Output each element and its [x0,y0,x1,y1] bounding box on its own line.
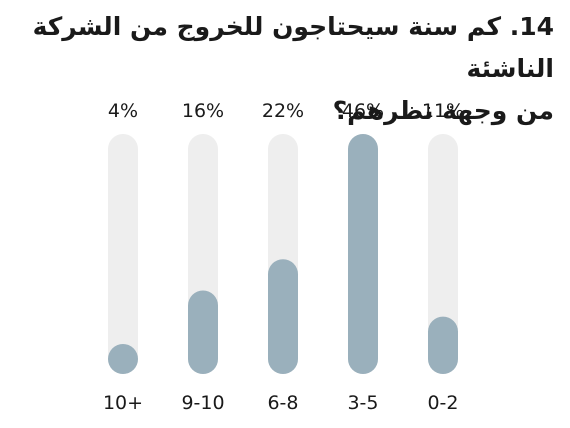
value-label-2: 22% [262,100,304,122]
value-label-3: 46% [342,100,384,122]
bar-1 [188,290,218,374]
bar-3 [348,134,378,374]
value-label-0: 4% [108,100,138,122]
bar-2 [268,259,298,374]
chart-title-line-1: 14. كم سنة سيحتاجون للخروج من الشركة الن… [32,12,554,83]
bar-0 [108,344,138,374]
category-label-0: 10+ [103,392,143,414]
value-label-1: 16% [182,100,224,122]
bar-track-4 [428,134,458,374]
category-label-3: 3-5 [347,392,378,414]
bar-track-0 [108,134,138,374]
chart-title: 14. كم سنة سيحتاجون للخروج من الشركة الن… [14,6,554,132]
category-label-4: 0-2 [427,392,458,414]
category-label-1: 9-10 [181,392,224,414]
chart-title-line-2: من وجهة نظرهم؟ [332,96,554,125]
bar-4 [428,316,458,374]
value-label-4: 11% [422,100,464,122]
category-label-2: 6-8 [267,392,298,414]
